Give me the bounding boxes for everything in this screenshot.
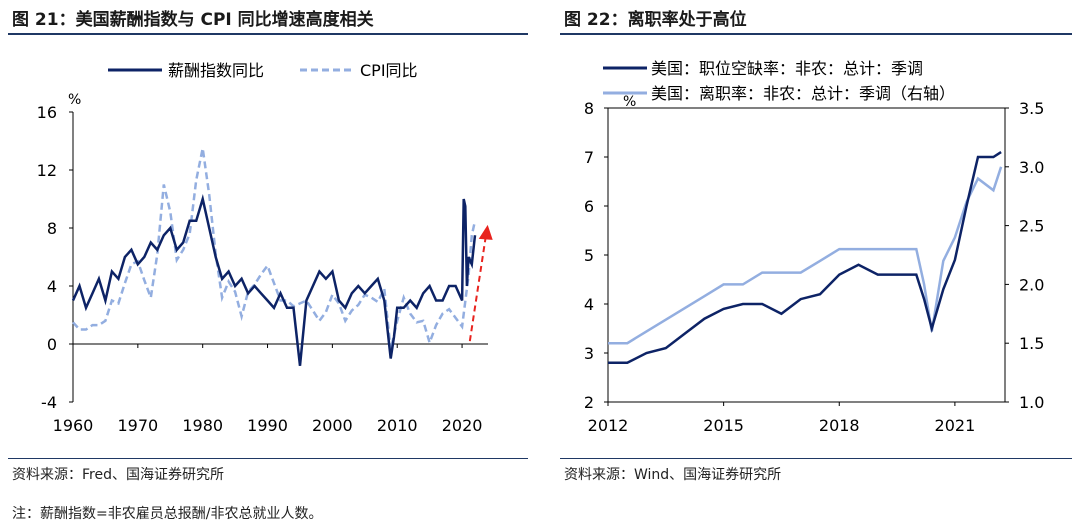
- y-tick-label: 8: [47, 219, 57, 238]
- left-source: 资料来源：Fred、国海证券研究所: [12, 467, 224, 483]
- quits-series-line: [608, 166, 1003, 345]
- x-tick-label: 2010: [377, 416, 418, 435]
- y-axis-unit: %: [623, 94, 636, 110]
- wage-cpi-chart: -4 0 4 8 12 16 1960 1970 1980 1990 2000 2010 2020% 薪酬…: [37, 61, 493, 435]
- x-tick-label: 2020: [442, 416, 483, 435]
- y2-tick-label: 1.0: [1019, 393, 1044, 412]
- footnote: 注：薪酬指数=非农雇员总报酬/非农总就业人数。: [12, 506, 323, 522]
- legend-label-quits: 美国：离职率：非农：总计：季调（右轴）: [651, 84, 955, 103]
- x-tick-label: 2012: [588, 416, 629, 435]
- y-tick-label: 8: [584, 99, 594, 118]
- y-tick-label: 4: [47, 277, 57, 296]
- trend-arrow-line: [468, 236, 487, 342]
- right-figure-title: 图 22：离职率处于高位: [564, 10, 747, 30]
- right-source: 资料来源：Wind、国海证券研究所: [564, 467, 782, 483]
- y-tick-label: 3: [584, 344, 594, 363]
- x-tick-label: 2015: [703, 416, 744, 435]
- y-tick-label: 5: [584, 246, 594, 265]
- trend-arrow-head: [478, 224, 493, 240]
- y2-tick-label: 2.5: [1019, 217, 1044, 236]
- x-tick-label: 2000: [312, 416, 353, 435]
- quits-vacancy-chart: 2 3 4 5 6 7 8 1.0 1.5 2.0 2.5 3.0 3.5 2012 2015 2018 202…: [584, 59, 1045, 435]
- y-tick-label: 6: [584, 197, 594, 216]
- x-tick-label: 2021: [935, 416, 976, 435]
- x-tick-label: 1990: [247, 416, 288, 435]
- x-tick-label: 1960: [53, 416, 94, 435]
- y-tick-label: 4: [584, 295, 594, 314]
- left-source-rule: [8, 458, 528, 459]
- y2-tick-label: 3.5: [1019, 99, 1044, 118]
- x-tick-label: 1980: [182, 416, 223, 435]
- y2-tick-label: 3.0: [1019, 158, 1044, 177]
- y2-tick-label: 1.5: [1019, 334, 1044, 353]
- y-tick-label: 16: [37, 103, 57, 122]
- right-source-rule: [560, 458, 1072, 459]
- vacancy-series-line: [608, 151, 1002, 365]
- wage-series-line: [71, 194, 477, 366]
- legend-label-wage: 薪酬指数同比: [168, 61, 264, 80]
- y-tick-label: 12: [37, 161, 57, 180]
- y-tick-label: -4: [41, 393, 57, 412]
- x-tick-label: 1970: [117, 416, 158, 435]
- left-title-bar: 图 21：美国薪酬指数与 CPI 同比增速高度相关: [8, 0, 528, 35]
- y-tick-label: 7: [584, 148, 594, 167]
- y-axis-unit: %: [68, 92, 81, 108]
- legend-label-vacancy: 美国：职位空缺率：非农：总计：季调: [651, 59, 923, 78]
- right-title-bar: 图 22：离职率处于高位: [560, 0, 1072, 35]
- legend-label-cpi: CPI同比: [360, 61, 418, 80]
- left-figure-title: 图 21：美国薪酬指数与 CPI 同比增速高度相关: [12, 10, 374, 30]
- y2-tick-label: 2.0: [1019, 275, 1044, 294]
- y-tick-label: 2: [584, 393, 594, 412]
- cpi-series-line: [72, 148, 477, 351]
- y-tick-label: 0: [47, 335, 57, 354]
- x-tick-label: 2018: [819, 416, 860, 435]
